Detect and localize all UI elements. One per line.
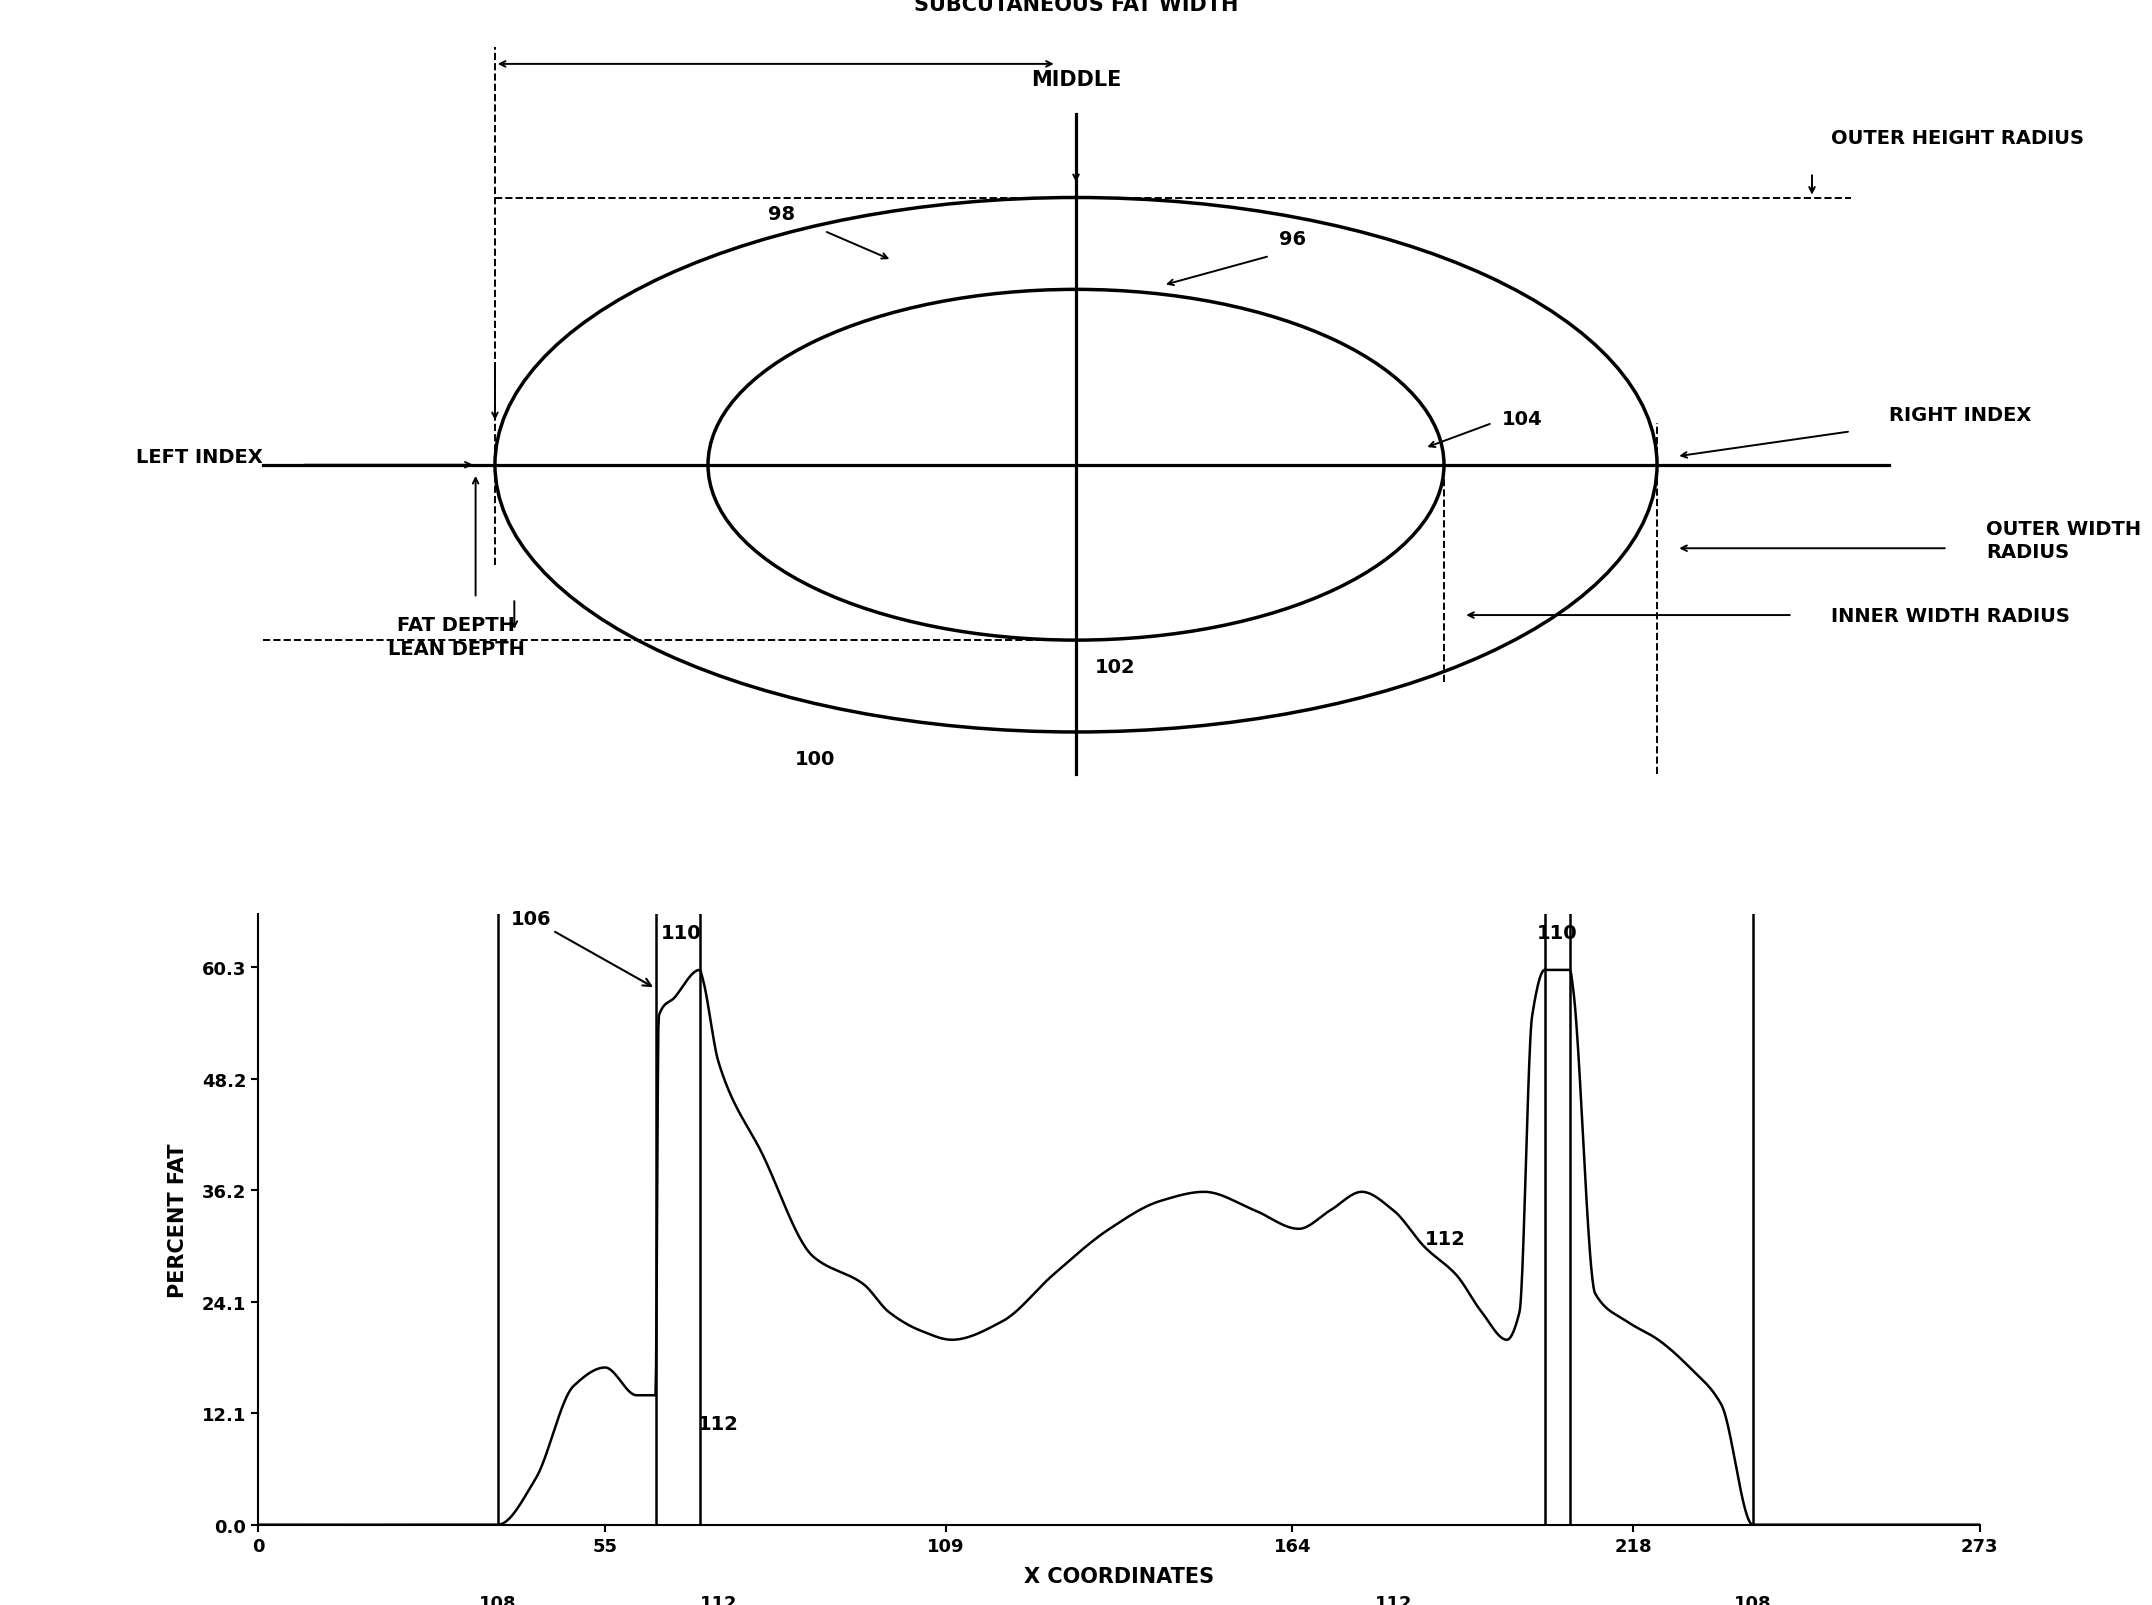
Text: 112: 112 bbox=[697, 1414, 738, 1433]
Text: 108: 108 bbox=[1735, 1594, 1771, 1605]
Text: OUTER HEIGHT RADIUS: OUTER HEIGHT RADIUS bbox=[1831, 130, 2085, 148]
Text: 100: 100 bbox=[794, 750, 835, 769]
Y-axis label: PERCENT FAT: PERCENT FAT bbox=[168, 1143, 187, 1297]
Text: MIDDLE: MIDDLE bbox=[1031, 71, 1121, 90]
Text: LEFT INDEX: LEFT INDEX bbox=[136, 448, 263, 467]
Text: 96: 96 bbox=[1278, 230, 1306, 249]
Text: 98: 98 bbox=[768, 204, 796, 223]
X-axis label: X COORDINATES: X COORDINATES bbox=[1024, 1565, 1214, 1586]
Text: SUBCUTANEOUS FAT WIDTH: SUBCUTANEOUS FAT WIDTH bbox=[915, 0, 1237, 14]
Text: 112: 112 bbox=[1375, 1594, 1412, 1605]
Text: 108: 108 bbox=[480, 1594, 516, 1605]
Text: INNER WIDTH RADIUS: INNER WIDTH RADIUS bbox=[1831, 607, 2070, 626]
Text: 112: 112 bbox=[699, 1594, 738, 1605]
Text: 110: 110 bbox=[661, 923, 702, 942]
Text: 102: 102 bbox=[1095, 658, 1134, 676]
Text: 112: 112 bbox=[1425, 1229, 1466, 1249]
Text: 106: 106 bbox=[510, 908, 652, 987]
Text: OUTER WIDTH
RADIUS: OUTER WIDTH RADIUS bbox=[1986, 520, 2141, 562]
Text: FAT DEPTH
LEAN DEPTH: FAT DEPTH LEAN DEPTH bbox=[387, 616, 525, 658]
Text: 110: 110 bbox=[1537, 923, 1577, 942]
Text: RIGHT INDEX: RIGHT INDEX bbox=[1889, 406, 2031, 425]
Text: 104: 104 bbox=[1502, 409, 1543, 429]
